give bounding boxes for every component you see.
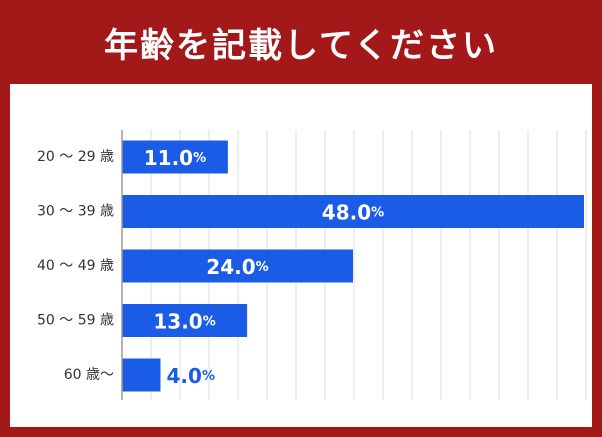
category-label: 60 歳～ [64,367,114,383]
category-label: 20 ～ 29 歳 [37,149,114,165]
bars [122,140,584,392]
bar [122,304,248,337]
chart-panel: 20 ～ 29 歳 11.0% 30 ～ 39 歳 48.0% 40 ～ 49 歳 24.… [10,84,592,427]
category-label: 40 ～ 49 歳 [37,258,114,274]
data-label: 24.0% [206,255,268,279]
bar [122,249,353,283]
category-label: 50 ～ 59 歳 [37,313,114,329]
category-label: 30 ～ 39 歳 [37,204,114,220]
chart-title: 年齢を記載してください [104,25,498,66]
data-label: 13.0% [153,310,215,334]
bar [122,358,161,392]
bar-chart: 20 ～ 29 歳 11.0% 30 ～ 39 歳 48.0% 40 ～ 49 歳 24.… [37,130,587,400]
title-bar: 年齢を記載してください [0,0,602,84]
category-labels: 20 ～ 29 歳 11.0% 30 ～ 39 歳 48.0% 40 ～ 49 歳 24.… [37,146,384,388]
bar [122,140,228,174]
data-label: 4.0% [167,364,215,388]
bar [122,195,584,228]
data-label: 11.0% [144,146,206,170]
data-label: 48.0% [322,201,384,225]
